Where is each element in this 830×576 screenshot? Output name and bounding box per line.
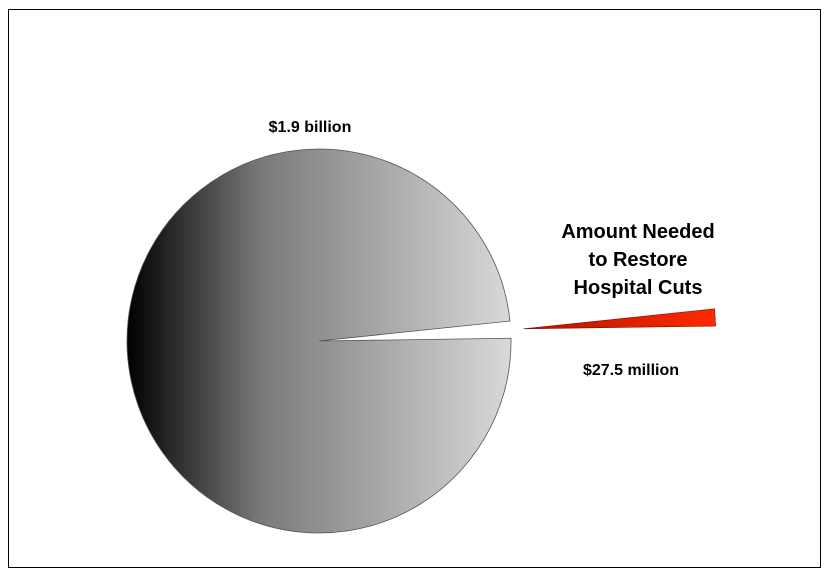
pie-slice-27-5-million — [523, 308, 716, 330]
pie-chart: $1.9 billion Amount Needed to Restore Ho… — [126, 119, 716, 534]
annotation-line-2: to Restore — [589, 249, 688, 271]
slice-label-small: $27.5 million — [583, 362, 679, 379]
annotation-line-3: Hospital Cuts — [574, 277, 703, 299]
slice-label-big: $1.9 billion — [269, 119, 352, 136]
annotation-line-1: Amount Needed — [561, 221, 714, 243]
pie-slice-1-9-billion — [126, 148, 512, 534]
chart-frame: $1.9 billion Amount Needed to Restore Ho… — [8, 9, 821, 568]
